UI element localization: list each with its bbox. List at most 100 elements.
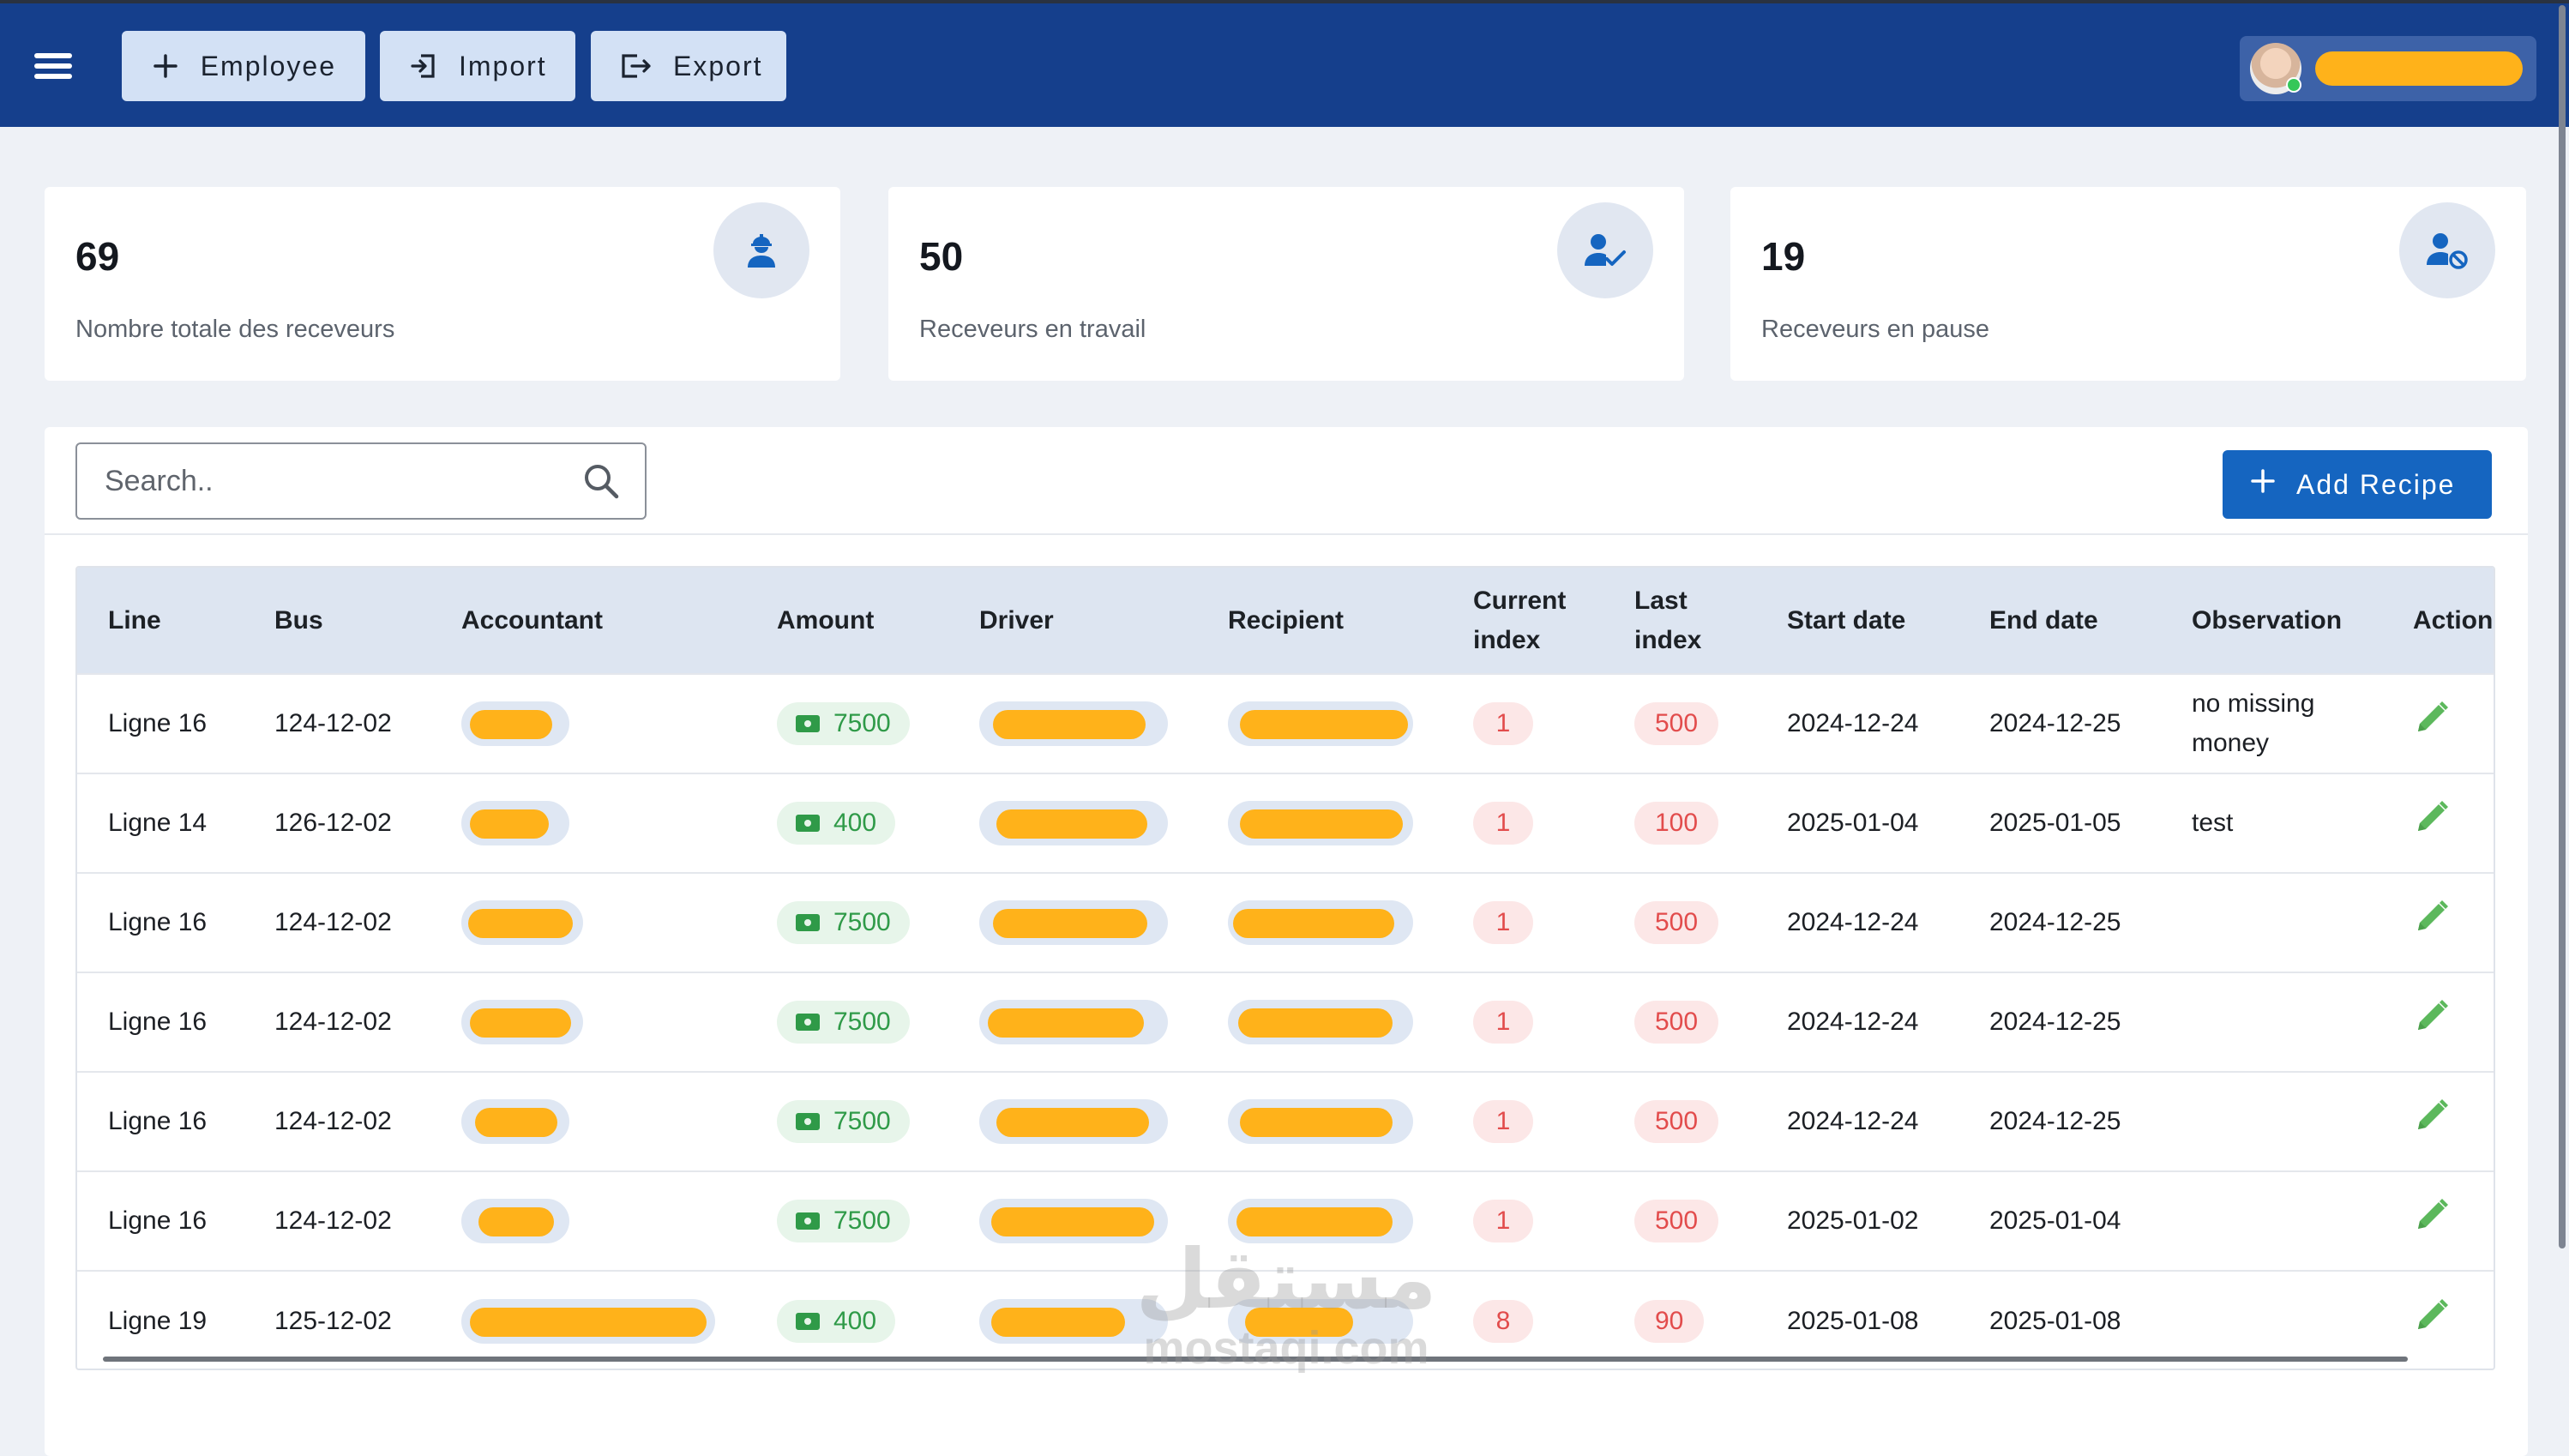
stat-total-value: 69 [75, 234, 120, 279]
col-accountant[interactable]: Accountant [461, 605, 603, 635]
edit-icon[interactable] [2413, 1297, 2451, 1334]
cell-action [2382, 1271, 2494, 1369]
edit-icon[interactable] [2413, 898, 2451, 936]
cell-start-date: 2025-01-02 [1787, 1206, 1919, 1235]
redacted-name [461, 900, 583, 945]
table-row[interactable]: Ligne 16 124-12-02 7500 1 500 2024-12-24… [77, 674, 2494, 773]
cell-end-date: 2025-01-05 [1989, 809, 2121, 837]
edit-icon[interactable] [2413, 1097, 2451, 1134]
cell-driver [948, 674, 1197, 773]
cell-last-index: 500 [1603, 1171, 1756, 1271]
search-box[interactable] [75, 442, 647, 520]
col-last-index[interactable]: Last index [1603, 568, 1756, 674]
cell-current-index: 1 [1442, 773, 1603, 873]
cell-start-date: 2024-12-24 [1787, 1107, 1919, 1135]
table-row[interactable]: Ligne 14 126-12-02 400 1 100 2025-01-04 … [77, 773, 2494, 873]
table-row[interactable]: Ligne 16 124-12-02 7500 1 500 2024-12-24… [77, 972, 2494, 1072]
cell-observation: no missing money [2161, 674, 2382, 773]
table-row[interactable]: Ligne 16 124-12-02 7500 1 500 2025-01-02… [77, 1171, 2494, 1271]
amount-value: 7500 [833, 709, 891, 737]
cell-recipient [1197, 873, 1442, 972]
add-employee-label: Employee [200, 50, 336, 81]
col-bus[interactable]: Bus [274, 605, 323, 635]
cell-amount: 7500 [746, 674, 948, 773]
observation-line1: test [2192, 809, 2234, 837]
col-driver[interactable]: Driver [979, 605, 1054, 635]
search-icon[interactable] [581, 461, 621, 501]
search-input[interactable] [77, 444, 575, 518]
col-line[interactable]: Line [108, 605, 161, 635]
money-icon [796, 715, 820, 732]
table-row[interactable]: Ligne 19 125-12-02 400 8 90 2025-01-08 2… [77, 1271, 2494, 1369]
last-index-badge: 500 [1634, 901, 1719, 944]
user-profile-menu[interactable] [2240, 36, 2536, 101]
col-start-date[interactable]: Start date [1787, 605, 1906, 635]
cell-accountant [430, 674, 746, 773]
cell-amount: 7500 [746, 873, 948, 972]
cell-line: Ligne 16 [108, 1008, 208, 1036]
cell-end-date: 2024-12-25 [1989, 1107, 2121, 1135]
col-last-index-line1: Last [1634, 586, 1688, 615]
add-employee-button[interactable]: Employee [122, 31, 365, 101]
cell-line: Ligne 16 [108, 709, 208, 737]
col-current-index[interactable]: Current index [1442, 568, 1603, 674]
cell-current-index: 1 [1442, 1072, 1603, 1171]
user-check-icon [1557, 202, 1653, 298]
redacted-name [461, 1000, 583, 1044]
last-index-badge: 500 [1634, 702, 1719, 745]
cell-last-index: 100 [1603, 773, 1756, 873]
cell-end-date: 2025-01-08 [1989, 1306, 2121, 1335]
table-header-row: Line Bus Accountant Amount Driver Recipi… [77, 568, 2494, 674]
edit-icon[interactable] [2413, 997, 2451, 1035]
cell-amount: 400 [746, 1271, 948, 1369]
table-row[interactable]: Ligne 16 124-12-02 7500 1 500 2024-12-24… [77, 1072, 2494, 1171]
redacted-name [979, 701, 1168, 746]
edit-icon[interactable] [2413, 699, 2451, 737]
amount-value: 400 [833, 809, 877, 837]
cell-start-date: 2024-12-24 [1787, 709, 1919, 737]
amount-value: 7500 [833, 1107, 891, 1135]
cell-accountant [430, 1271, 746, 1369]
export-icon [620, 49, 653, 83]
edit-icon[interactable] [2413, 798, 2451, 836]
cell-driver [948, 873, 1197, 972]
table-horizontal-scrollbar[interactable] [103, 1357, 2408, 1362]
stat-card-pause: 19 Receveurs en pause [1730, 187, 2526, 381]
edit-icon[interactable] [2413, 1196, 2451, 1234]
recipes-panel: Add Recipe Line Bus Accountant Amount Dr… [45, 427, 2528, 1456]
col-last-index-line2: index [1634, 625, 1702, 654]
redacted-name [979, 1199, 1168, 1243]
col-observation[interactable]: Observation [2192, 605, 2343, 635]
redacted-name [461, 801, 569, 845]
amount-value: 7500 [833, 908, 891, 936]
cell-observation: test [2161, 773, 2382, 873]
table-row[interactable]: Ligne 16 124-12-02 7500 1 500 2024-12-24… [77, 873, 2494, 972]
export-button[interactable]: Export [591, 31, 786, 101]
redacted-name [461, 1199, 569, 1243]
last-index-badge: 90 [1634, 1299, 1705, 1343]
col-end-date[interactable]: End date [1989, 605, 2098, 635]
cell-start-date: 2024-12-24 [1787, 908, 1919, 936]
cell-observation [2161, 972, 2382, 1072]
hamburger-menu-icon[interactable] [31, 48, 75, 86]
page-scrollbar[interactable] [2559, 5, 2566, 1248]
cell-end-date: 2024-12-25 [1989, 709, 2121, 737]
cell-observation [2161, 1072, 2382, 1171]
redacted-name [979, 1099, 1168, 1144]
amount-badge: 7500 [777, 1001, 910, 1044]
cell-accountant [430, 873, 746, 972]
amount-value: 400 [833, 1306, 877, 1335]
stat-card-working: 50 Receveurs en travail [888, 187, 1684, 381]
col-recipient[interactable]: Recipient [1228, 605, 1345, 635]
cell-action [2382, 674, 2494, 773]
cell-recipient [1197, 1271, 1442, 1369]
cell-bus: 124-12-02 [274, 1206, 392, 1235]
amount-badge: 400 [777, 1299, 896, 1343]
add-recipe-button[interactable]: Add Recipe [2223, 450, 2492, 519]
cell-driver [948, 773, 1197, 873]
redacted-name [1228, 801, 1413, 845]
col-amount[interactable]: Amount [777, 605, 875, 635]
redacted-name [1228, 900, 1413, 945]
cell-last-index: 500 [1603, 674, 1756, 773]
import-button[interactable]: Import [380, 31, 575, 101]
